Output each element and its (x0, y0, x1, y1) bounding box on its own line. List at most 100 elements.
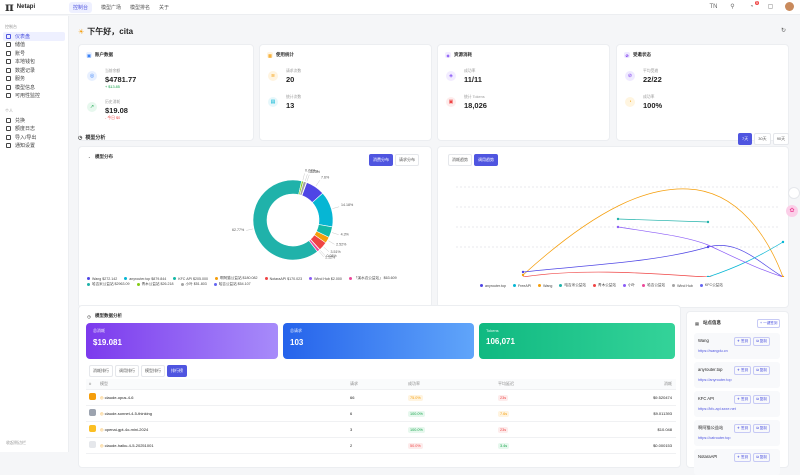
legend-item[interactable]: anyrouter.top (480, 283, 506, 288)
collapse-sidebar-button[interactable]: 收起侧边栏 (6, 440, 26, 445)
legend-item[interactable]: 哈吉米公益站 $2963.09 (87, 282, 130, 287)
trend-point[interactable] (616, 217, 620, 221)
trend-series-line[interactable] (522, 245, 784, 277)
nav-model-rank[interactable]: 模型排名 (130, 4, 151, 11)
nav-model-square[interactable]: 模型广场 (101, 4, 122, 11)
log-icon (6, 126, 11, 132)
tab-leaderboard[interactable]: 排行榜 (167, 365, 187, 377)
trend-series-line[interactable] (522, 271, 783, 277)
range-30d[interactable]: 30天 (754, 133, 771, 145)
trend-point[interactable] (521, 270, 525, 274)
model-icon: ◎ (100, 394, 104, 400)
table-row[interactable]: ◎ claude-sonnet-4-5-thinking 6 100.0% 7.… (86, 405, 676, 422)
trend-point[interactable] (706, 275, 710, 277)
site-url[interactable]: https://anyrouter.top (698, 378, 732, 382)
tab-call-rank[interactable]: 调用排行 (115, 365, 139, 377)
legend-item[interactable]: FreeAPI (512, 283, 531, 288)
copy-button[interactable]: ⧉ 复制 (753, 424, 770, 433)
legend-item[interactable]: KFC公益站 (699, 283, 723, 288)
checkin-button[interactable]: ✈ 签到 (734, 453, 752, 462)
tab-request-dist[interactable]: 请求分布 (395, 154, 419, 166)
sidebar-item-import-export[interactable]: 导入/导出 (3, 133, 65, 142)
copy-button[interactable]: ⧉ 复制 (753, 337, 770, 346)
nav-console[interactable]: 控制台 (69, 1, 93, 13)
legend-item[interactable]: 哈吉公益站 $54.107 (213, 282, 251, 287)
copy-button[interactable]: ⧉ 复制 (753, 366, 770, 375)
legend-item[interactable]: Wang $272.142 (87, 276, 117, 281)
float-help-icon[interactable]: ✿ (786, 205, 798, 217)
legend-dot (622, 284, 626, 287)
legend-item[interactable]: Wind Hub (672, 283, 693, 288)
sidebar-item-dashboard[interactable]: 仪表盘 (3, 32, 65, 41)
tab-model-rank[interactable]: 模型排行 (141, 365, 165, 377)
float-button-top[interactable] (788, 187, 800, 199)
sidebar-item-model-info[interactable]: 模型信息 (3, 83, 65, 92)
tab-consume-dist[interactable]: 消费分布 (369, 154, 393, 166)
table-row[interactable]: ◎ claude-opus-4-6 66 75.0% 23s $9.520474 (86, 389, 676, 406)
site-url[interactable]: https://wangdu.cn (698, 349, 728, 353)
legend-item[interactable]: 哈吉公益站 (642, 283, 665, 288)
legend-item[interactable]: 小叶 (622, 283, 635, 288)
sidebar-item-monitor[interactable]: 可用性监控 (3, 92, 65, 101)
legend-item[interactable]: NotaraAPI $170.023 (264, 276, 302, 281)
sidebar-item-topup[interactable]: 储值 (3, 41, 65, 50)
checkin-button[interactable]: ✈ 签到 (734, 424, 752, 433)
tab-consume-trend[interactable]: 消耗趋势 (448, 154, 472, 166)
nav-about[interactable]: 关于 (159, 4, 170, 11)
trend-point[interactable] (706, 245, 710, 249)
legend-item[interactable]: 小叶 $51.803 (180, 282, 207, 287)
trend-point[interactable] (706, 220, 710, 224)
search-icon[interactable]: ⚲ (730, 4, 735, 10)
checkin-button[interactable]: ✈ 签到 (734, 337, 752, 346)
sidebar-item-notify[interactable]: 通知设置 (3, 142, 65, 151)
trend-series-line[interactable] (523, 241, 784, 277)
trend-point[interactable] (521, 273, 525, 277)
pie-icon: ◔ (625, 97, 635, 107)
sidebar-item-service[interactable]: 服务 (3, 75, 65, 84)
tab-cost-rank[interactable]: 消耗排行 (89, 365, 113, 377)
checkin-button[interactable]: ✈ 签到 (734, 366, 752, 375)
legend-item[interactable]: 哈吉米公益站 (559, 283, 586, 288)
range-7d[interactable]: 7天 (738, 133, 753, 145)
sidebar-item-local-wallet[interactable]: 本地钱包 (3, 58, 65, 67)
site-url[interactable]: https://catrouter.top (698, 436, 731, 440)
language-switch[interactable]: TN (709, 3, 718, 10)
site-url[interactable]: https://kfc-api.sxxe.net (698, 407, 736, 411)
trend-series-line[interactable] (617, 226, 784, 277)
checkin-button[interactable]: ✈ 签到 (734, 395, 752, 404)
sidebar-item-quota-log[interactable]: 额度日志 (3, 125, 65, 134)
one-click-checkin-button[interactable]: + 一键签到 (757, 319, 781, 328)
bell-icon[interactable]: ◔ 5 (749, 1, 759, 10)
legend-item[interactable]: anyrouter.top $879.844 (124, 276, 166, 281)
legend-item[interactable]: 「溪水边公益站」 $63.609 (348, 276, 397, 281)
model-name: claude-opus-4-6 (104, 394, 134, 400)
avatar[interactable] (785, 2, 794, 11)
legend-item[interactable]: Wang (538, 283, 552, 288)
message-icon[interactable]: ▢ (767, 4, 774, 10)
trend-series-line[interactable] (617, 218, 709, 223)
table-row[interactable]: ◎ claude-haiku-4-5-20251001 2 50.0% 3.4s… (86, 437, 676, 454)
copy-button[interactable]: ⧉ 复制 (753, 453, 770, 462)
trend-point[interactable] (616, 225, 620, 229)
sidebar-item-records[interactable]: 数据记录 (3, 66, 65, 75)
sidebar-item-accounts[interactable]: 账号 (3, 49, 65, 58)
tab-call-trend[interactable]: 调用趋势 (474, 154, 498, 166)
legend-dot (593, 284, 596, 287)
legend-item[interactable]: 青木公益站 $26.218 (136, 282, 174, 287)
sidebar-item-redeem[interactable]: 兑换 (3, 116, 65, 125)
pie-slice[interactable] (301, 181, 308, 196)
logo[interactable]: π Netapi (5, 1, 69, 13)
trend-point[interactable] (781, 275, 785, 277)
legend-item[interactable]: 青木公益站 (593, 283, 616, 288)
refresh-icon[interactable]: ↻ (781, 28, 787, 34)
legend-item[interactable]: Wind Hub $2.000 (309, 276, 342, 281)
range-90d[interactable]: 90天 (772, 133, 790, 145)
copy-button[interactable]: ⧉ 复制 (753, 395, 770, 404)
trend-point[interactable] (781, 240, 785, 244)
legend-item[interactable]: KFC API $205.000 (173, 276, 208, 281)
legend-item[interactable]: 啊阿猫公益站 $180.082 (215, 276, 258, 281)
trend-series-line[interactable] (522, 188, 784, 277)
pie-slice[interactable] (252, 179, 318, 261)
table-row[interactable]: ◎ openai-gpt-4o-mini-2024 3 100.0% 23s $… (86, 421, 676, 438)
resource-icon: ◈ (445, 52, 451, 58)
